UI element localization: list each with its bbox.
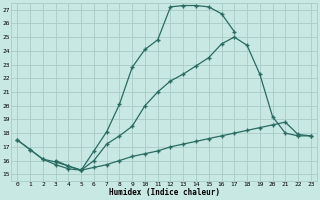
X-axis label: Humidex (Indice chaleur): Humidex (Indice chaleur) [108,188,220,197]
